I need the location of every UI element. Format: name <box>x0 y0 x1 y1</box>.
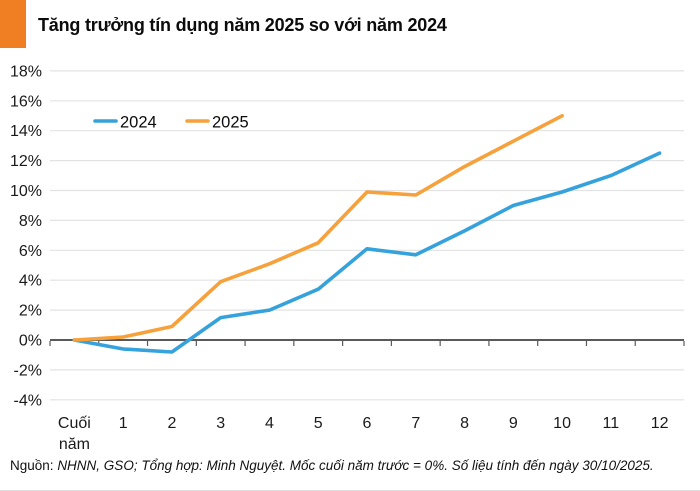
x-axis-label-6: 6 <box>363 415 372 432</box>
y-axis-label-8pct: 8% <box>19 213 42 230</box>
y-axis-label-2pct: 2% <box>19 303 42 320</box>
y-axis-label--2pct: -2% <box>14 362 42 379</box>
x-axis-label-8: 8 <box>460 415 469 432</box>
series-line-2025 <box>72 114 564 342</box>
x-axis-label-cuoi-nam: Cuối năm <box>58 415 91 453</box>
x-axis-label-5: 5 <box>314 415 323 432</box>
chart-title: Tăng trưởng tín dụng năm 2025 so với năm… <box>38 14 447 35</box>
y-axis-label-18pct: 18% <box>10 63 42 80</box>
source-text: NHNN, GSO; Tổng hợp: Minh Nguyệt. Mốc cu… <box>57 458 654 473</box>
y-axis-label-16pct: 16% <box>10 93 42 110</box>
x-axis-label-11: 11 <box>603 415 620 432</box>
x-axis-label-2: 2 <box>167 415 176 432</box>
y-axis-label-4pct: 4% <box>19 273 42 290</box>
y-axis-label-14pct: 14% <box>10 123 42 140</box>
y-axis-label-10pct: 10% <box>10 183 42 200</box>
y-axis-label--4pct: -4% <box>14 392 42 409</box>
x-axis-label-9: 9 <box>509 415 518 432</box>
legend-label-2025: 2025 <box>212 114 249 132</box>
source-label: Nguồn: <box>10 458 54 473</box>
source-note: Nguồn: NHNN, GSO; Tổng hợp: Minh Nguyệt.… <box>10 458 698 473</box>
series-line-2024 <box>72 151 662 354</box>
x-axis-label-10: 10 <box>553 415 571 432</box>
x-axis-label-3: 3 <box>216 415 225 432</box>
title-accent-block <box>0 0 26 48</box>
legend-label-2024: 2024 <box>120 114 157 132</box>
x-axis-label-12: 12 <box>651 415 669 432</box>
y-axis-label-0pct: 0% <box>19 333 42 350</box>
x-axis-label-4: 4 <box>265 415 274 432</box>
x-axis-label-1: 1 <box>119 415 128 432</box>
x-axis-label-7: 7 <box>411 415 420 432</box>
y-axis-label-6pct: 6% <box>19 243 42 260</box>
y-axis-label-12pct: 12% <box>10 153 42 170</box>
